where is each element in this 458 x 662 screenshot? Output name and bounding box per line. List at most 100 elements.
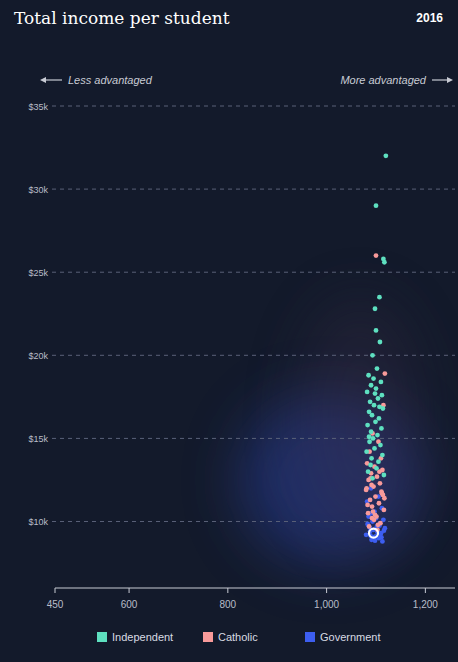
point — [380, 393, 385, 398]
point — [368, 463, 373, 468]
point — [376, 396, 381, 401]
background-haze — [300, 300, 420, 540]
point — [382, 371, 387, 376]
highlight-point — [369, 529, 378, 538]
point — [383, 153, 388, 158]
arrow-head — [447, 77, 453, 83]
point — [375, 433, 380, 438]
point — [365, 389, 370, 394]
grid-line — [52, 106, 455, 107]
point — [366, 373, 371, 378]
x-tick-label: 800 — [219, 599, 236, 610]
plot-marks — [364, 153, 389, 543]
point — [366, 511, 371, 516]
point — [364, 449, 369, 454]
point — [381, 528, 386, 533]
point — [381, 507, 386, 512]
point — [367, 439, 372, 444]
point — [369, 383, 374, 388]
point — [374, 253, 379, 258]
point — [375, 474, 380, 479]
point — [369, 483, 374, 488]
annotation: Less advantaged — [68, 74, 153, 86]
point — [381, 473, 386, 478]
point — [378, 481, 383, 486]
subtitle: 2016 — [416, 11, 443, 25]
point — [369, 429, 374, 434]
background — [0, 0, 458, 662]
point — [375, 366, 380, 371]
legend-swatch — [203, 632, 213, 642]
legend-label: Independent — [112, 631, 173, 643]
point — [378, 443, 383, 448]
point — [372, 446, 377, 451]
arrow-head — [40, 77, 46, 83]
point — [365, 423, 370, 428]
point — [364, 532, 369, 537]
point — [374, 466, 379, 471]
grid-line — [52, 272, 455, 273]
series — [364, 153, 388, 480]
grid-line — [52, 355, 455, 356]
point — [379, 535, 384, 540]
point — [367, 434, 372, 439]
point — [366, 469, 371, 474]
title: Total income per student — [14, 8, 230, 28]
point — [373, 306, 378, 311]
x-tick-label: 1,200 — [413, 599, 438, 610]
point — [374, 386, 379, 391]
point — [370, 516, 375, 521]
point — [370, 476, 375, 481]
x-tick — [425, 588, 426, 593]
x-tick — [326, 588, 327, 593]
grid-line — [52, 521, 455, 522]
point — [364, 486, 369, 491]
point — [377, 501, 382, 506]
y-tick-label: $30k — [28, 185, 48, 195]
legend-label: Government — [320, 631, 381, 643]
y-tick-label: $35k — [28, 102, 48, 112]
point — [368, 498, 373, 503]
point — [378, 340, 383, 345]
grid-line — [52, 438, 455, 439]
point — [371, 376, 376, 381]
point — [379, 489, 384, 494]
point — [367, 524, 372, 529]
x-tick — [227, 588, 228, 593]
x-tick — [55, 588, 56, 593]
point — [376, 459, 381, 464]
legend-swatch — [97, 632, 107, 642]
point — [380, 453, 385, 458]
point — [373, 391, 378, 396]
point — [371, 509, 376, 514]
point — [379, 426, 384, 431]
x-tick-label: 450 — [47, 599, 64, 610]
x-tick-label: 600 — [121, 599, 138, 610]
point — [374, 203, 379, 208]
point — [377, 416, 382, 421]
point — [368, 399, 373, 404]
y-tick-label: $25k — [28, 268, 48, 278]
y-tick-label: $10k — [28, 517, 48, 527]
grid-line — [52, 189, 455, 190]
y-tick-label: $15k — [28, 434, 48, 444]
point — [373, 419, 378, 424]
point — [377, 295, 382, 300]
legend-label: Catholic — [218, 631, 258, 643]
point — [374, 328, 379, 333]
series — [364, 486, 388, 544]
point — [365, 502, 370, 507]
point — [369, 456, 374, 461]
annotation: More advantaged — [340, 74, 426, 86]
x-tick — [129, 588, 130, 593]
point — [379, 380, 384, 385]
point — [376, 522, 381, 527]
point — [377, 404, 382, 409]
point — [382, 260, 387, 265]
x-axis — [55, 588, 455, 589]
point — [372, 403, 377, 408]
point — [373, 494, 378, 499]
point — [370, 504, 375, 509]
legend-swatch — [305, 632, 315, 642]
chart: Total income per student 2016 Less advanta… — [0, 0, 458, 662]
